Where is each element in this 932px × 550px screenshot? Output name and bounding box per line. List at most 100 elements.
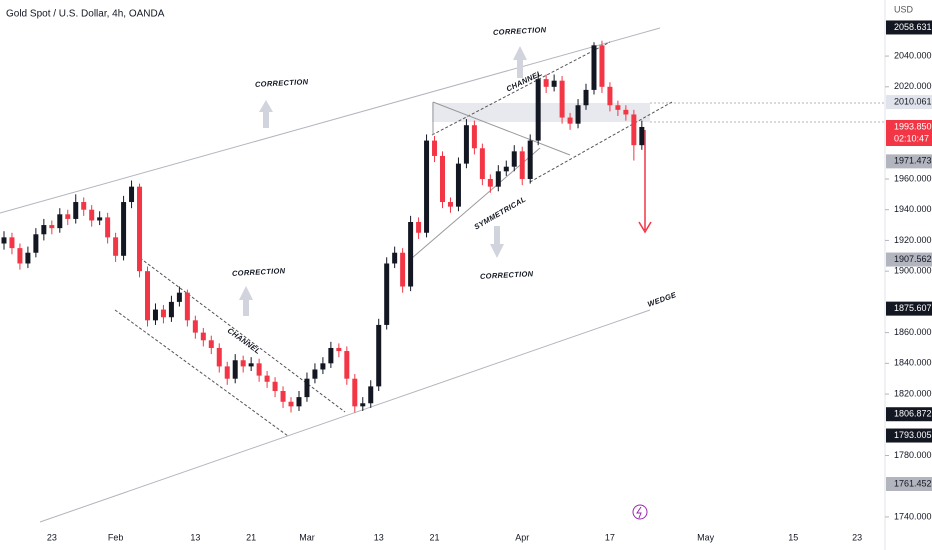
y-tick-label: 1860.000 (894, 327, 932, 337)
x-tick-label: 21 (430, 532, 440, 542)
candle-body (440, 155, 445, 203)
candle-body (304, 378, 310, 398)
gray-arrow (259, 100, 273, 128)
candle-body (495, 171, 501, 187)
candle-body (160, 309, 166, 318)
annotation: CORRECTION (480, 269, 534, 281)
candle-body (567, 117, 573, 124)
price-tag-label: 1793.005 (894, 430, 932, 440)
candle-body (527, 140, 533, 179)
candle-body (296, 397, 302, 407)
candle-body (416, 222, 422, 233)
price-tag-label: 1875.607 (894, 303, 932, 313)
annotation: CORRECTION (493, 25, 547, 37)
currency: USD (894, 4, 914, 14)
countdown: 02:10:47 (894, 133, 929, 143)
candle-body (599, 45, 605, 87)
candle-body (49, 225, 55, 229)
price-tag (886, 20, 932, 35)
chart-title: Gold Spot / U.S. Dollar, 4h, OANDA (6, 9, 165, 20)
candle-body (328, 347, 334, 364)
y-tick-label: 1740.000 (894, 511, 932, 521)
candle-body (81, 202, 87, 210)
candle-body (535, 79, 541, 141)
candle-body (623, 109, 629, 115)
candle-body (137, 186, 143, 272)
candle-body (519, 151, 525, 179)
x-tick-label: Mar (299, 532, 315, 542)
price-tag-label: 1761.452 (894, 478, 932, 488)
candle-body (33, 234, 39, 253)
trend-line (0, 27, 661, 214)
channel-line (431, 41, 611, 136)
candle-body (424, 140, 430, 233)
candle-body (384, 263, 390, 325)
candle-body (184, 292, 190, 321)
x-tick-label: Apr (515, 532, 529, 542)
gray-arrow (513, 46, 527, 78)
candle-body (121, 202, 127, 256)
price-tag (886, 301, 932, 316)
trend-line (39, 309, 651, 523)
candle-body (224, 366, 230, 379)
candle-body (543, 79, 549, 87)
price-tag (886, 477, 932, 492)
y-tick-label: 1900.000 (894, 266, 932, 276)
y-tick-label: 1840.000 (894, 358, 932, 368)
annotation: CORRECTION (255, 77, 309, 89)
candle-body (1, 237, 7, 244)
y-tick-label: 2020.000 (894, 81, 932, 91)
zone (432, 103, 650, 122)
candle-body (376, 324, 382, 387)
candle-body (216, 347, 222, 367)
candle-body (583, 89, 589, 106)
price-tag-label: 1806.872 (894, 409, 932, 419)
candle-body (208, 340, 214, 348)
y-tick-label: 1940.000 (894, 204, 932, 214)
candle-body (551, 80, 557, 87)
price-tag (886, 119, 932, 146)
candle-body (615, 105, 621, 110)
candle-body (503, 166, 509, 172)
x-tick-label: 17 (605, 532, 615, 542)
triangle-line (432, 101, 571, 156)
candle-body (607, 86, 613, 106)
candle-body (248, 363, 254, 367)
channel-line (139, 257, 346, 413)
candle-body (312, 369, 318, 379)
candle-body (360, 403, 366, 407)
candle-body (17, 248, 23, 264)
candle-body (113, 237, 119, 256)
candle-body (639, 126, 645, 146)
candle-body (73, 202, 79, 219)
candle-body (408, 222, 414, 287)
candle-body (25, 252, 31, 264)
triangle-line (411, 147, 541, 259)
x-tick-label: May (697, 532, 715, 542)
x-tick-label: 23 (852, 532, 862, 542)
y-tick-label: 1920.000 (894, 235, 932, 245)
drawings (0, 27, 885, 523)
red-arrow (638, 130, 652, 234)
candle-body (192, 320, 198, 333)
candle-body (432, 140, 438, 156)
channel-line (529, 101, 673, 183)
candle-body (479, 148, 485, 179)
price-tag (886, 154, 932, 169)
candle-body (105, 217, 111, 238)
candle-body (631, 114, 637, 146)
x-tick-label: 23 (47, 532, 57, 542)
candle-body (57, 214, 63, 229)
x-tick-label: 21 (246, 532, 256, 542)
candle-body (41, 225, 47, 235)
x-tick-label: 13 (190, 532, 200, 542)
event-icon[interactable] (632, 504, 648, 520)
price-tag (886, 407, 932, 422)
candle-body (455, 163, 461, 207)
candle-body (168, 301, 174, 318)
candle-body (447, 202, 453, 207)
candle-body (200, 332, 206, 341)
x-tick-label: Feb (108, 532, 124, 542)
candle-body (288, 401, 294, 407)
